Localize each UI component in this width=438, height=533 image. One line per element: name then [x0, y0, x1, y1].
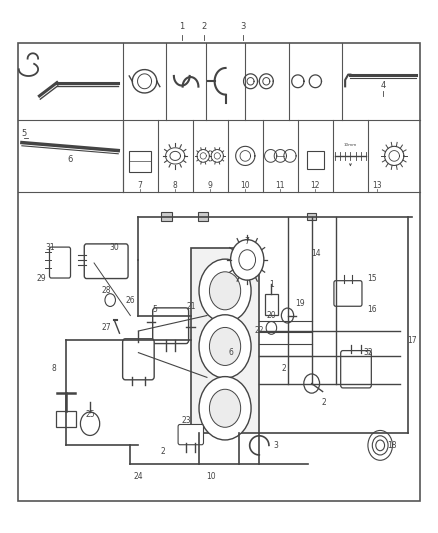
Text: 10: 10	[240, 181, 250, 190]
Text: 10: 10	[206, 472, 216, 481]
Text: 6: 6	[67, 156, 73, 164]
Text: 12: 12	[311, 181, 320, 190]
Text: 2: 2	[201, 22, 206, 31]
Text: 25: 25	[85, 410, 95, 419]
Text: 4: 4	[381, 81, 386, 90]
Circle shape	[372, 436, 388, 455]
Text: 7: 7	[245, 237, 250, 246]
Bar	[198, 212, 208, 221]
Text: 32: 32	[363, 348, 373, 357]
Circle shape	[281, 308, 293, 323]
Text: 24: 24	[134, 472, 143, 481]
FancyBboxPatch shape	[334, 281, 362, 306]
Circle shape	[376, 440, 385, 451]
Bar	[18, 43, 420, 501]
Text: 20: 20	[267, 311, 276, 320]
FancyBboxPatch shape	[341, 351, 371, 388]
Circle shape	[105, 294, 116, 306]
Text: 5: 5	[152, 305, 157, 314]
Text: 5: 5	[21, 129, 27, 138]
Text: 8: 8	[173, 181, 177, 190]
Text: 1: 1	[179, 22, 184, 31]
Circle shape	[266, 321, 277, 334]
FancyBboxPatch shape	[84, 244, 128, 279]
FancyBboxPatch shape	[49, 247, 71, 278]
Text: 23: 23	[182, 416, 191, 425]
Text: 21: 21	[186, 302, 195, 311]
FancyBboxPatch shape	[123, 339, 154, 380]
Bar	[56, 411, 75, 427]
Circle shape	[209, 389, 240, 427]
Bar	[307, 213, 316, 220]
FancyBboxPatch shape	[178, 424, 204, 445]
Text: 26: 26	[126, 296, 135, 304]
Text: 29: 29	[37, 274, 46, 283]
Text: 19: 19	[295, 298, 304, 308]
Text: 2: 2	[281, 364, 286, 373]
Text: 7: 7	[138, 181, 143, 190]
Text: 16: 16	[367, 305, 377, 314]
Bar	[191, 247, 259, 433]
Bar	[161, 212, 172, 221]
Text: 30: 30	[110, 243, 119, 252]
Circle shape	[209, 272, 240, 310]
Text: 2: 2	[160, 447, 165, 456]
Bar	[265, 294, 278, 315]
Text: 31: 31	[45, 243, 55, 252]
Text: 18: 18	[388, 441, 397, 450]
Text: 1: 1	[269, 280, 274, 289]
Circle shape	[199, 377, 251, 440]
Text: 8: 8	[51, 364, 56, 373]
Bar	[307, 150, 324, 169]
Text: 13: 13	[372, 181, 381, 190]
Text: 6: 6	[229, 348, 233, 357]
Circle shape	[209, 327, 240, 366]
Circle shape	[81, 412, 100, 435]
Text: 3: 3	[240, 22, 246, 31]
Text: 2: 2	[321, 398, 326, 407]
FancyBboxPatch shape	[153, 308, 189, 344]
Text: 27: 27	[101, 324, 111, 333]
Text: 9: 9	[208, 181, 213, 190]
Circle shape	[230, 240, 264, 280]
Text: 22: 22	[254, 327, 264, 335]
Circle shape	[199, 259, 251, 322]
Text: 17: 17	[408, 336, 417, 345]
Text: 11: 11	[276, 181, 285, 190]
Text: 3: 3	[273, 441, 278, 450]
Circle shape	[304, 374, 320, 393]
Text: 10mm: 10mm	[344, 143, 357, 147]
Circle shape	[199, 315, 251, 378]
Circle shape	[368, 431, 392, 461]
Bar	[129, 150, 151, 172]
Circle shape	[239, 250, 255, 270]
Text: 15: 15	[367, 274, 377, 283]
Text: 28: 28	[102, 286, 111, 295]
Text: 14: 14	[311, 249, 321, 258]
